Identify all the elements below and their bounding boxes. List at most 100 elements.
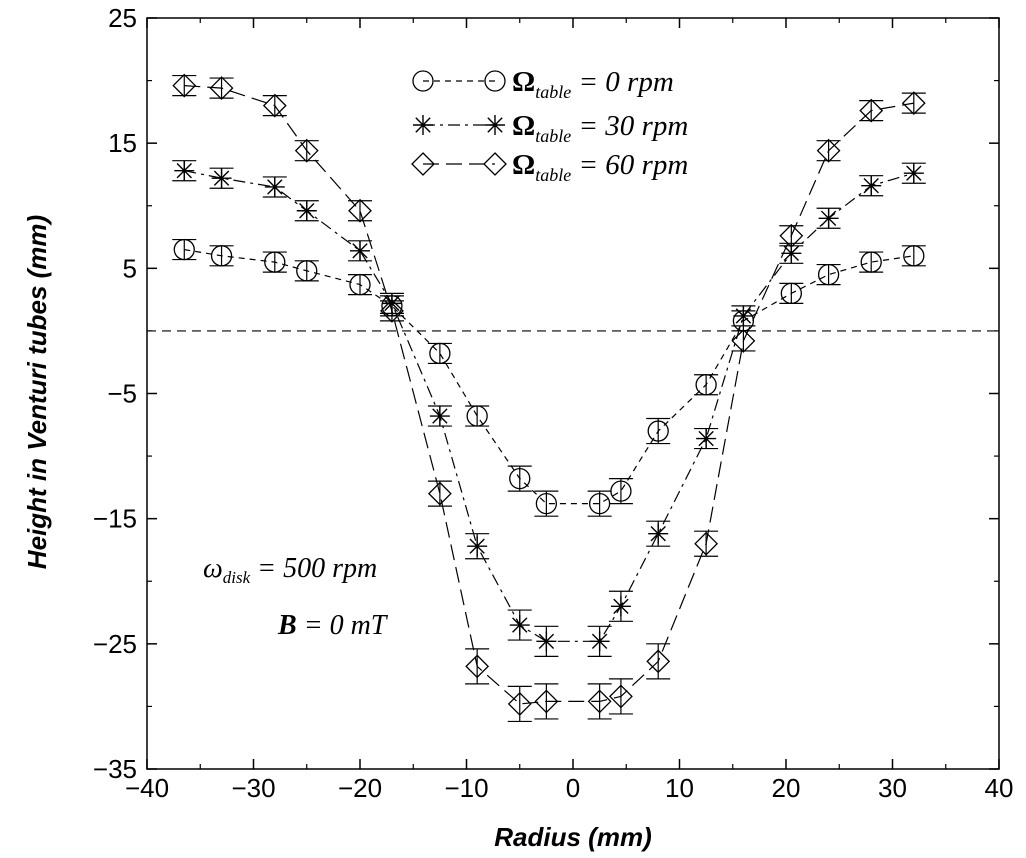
asterisk-marker bbox=[733, 305, 754, 326]
x-tick-label: 0 bbox=[566, 773, 580, 803]
data-point bbox=[731, 329, 756, 353]
diamond-marker bbox=[859, 98, 884, 123]
error-bar bbox=[608, 478, 633, 505]
data-point bbox=[429, 342, 451, 365]
series-circle bbox=[172, 238, 926, 517]
asterisk-marker bbox=[485, 115, 505, 135]
error-bar bbox=[172, 238, 197, 261]
data-point bbox=[507, 691, 532, 716]
data-point bbox=[427, 481, 452, 506]
asterisk-marker bbox=[536, 631, 557, 652]
data-point bbox=[296, 200, 317, 221]
legend-entry: Ωtable = 60 rpm bbox=[411, 149, 688, 185]
diamond-marker bbox=[262, 93, 287, 118]
circle-marker bbox=[860, 251, 882, 273]
data-point bbox=[173, 238, 195, 261]
legend-label: Ωtable = 60 rpm bbox=[512, 149, 688, 185]
asterisk-marker bbox=[509, 615, 530, 636]
y-tick-label: 15 bbox=[108, 128, 137, 158]
legend-omega-symbol: Ω bbox=[512, 110, 535, 142]
error-bar bbox=[348, 273, 372, 296]
data-point bbox=[509, 615, 530, 636]
error-bar bbox=[901, 245, 926, 267]
data-point bbox=[210, 245, 233, 267]
data-point bbox=[172, 73, 197, 98]
data-point bbox=[780, 282, 802, 305]
annotation-disk-subscript: disk bbox=[223, 568, 251, 587]
data-point bbox=[610, 480, 632, 502]
data-point bbox=[262, 93, 287, 118]
annotation-disk-speed: ωdisk = 500 rpm bbox=[203, 553, 377, 587]
data-point bbox=[860, 251, 882, 273]
data-point bbox=[859, 98, 884, 123]
legend-value: = 60 rpm bbox=[571, 149, 688, 181]
diamond-marker bbox=[507, 691, 532, 716]
data-point bbox=[901, 91, 926, 116]
error-bar bbox=[209, 245, 234, 267]
error-bar bbox=[694, 530, 719, 557]
legend-label: Ωtable = 0 rpm bbox=[512, 66, 674, 102]
asterisk-marker bbox=[610, 596, 631, 617]
diamond-marker bbox=[646, 649, 671, 674]
y-tick-label: −25 bbox=[93, 629, 137, 659]
asterisk-marker bbox=[648, 523, 669, 544]
data-point bbox=[781, 243, 802, 264]
data-point bbox=[695, 374, 717, 396]
legend-marker-left bbox=[412, 70, 434, 92]
data-point bbox=[817, 263, 840, 286]
data-point bbox=[536, 631, 557, 652]
data-point bbox=[861, 175, 882, 196]
circle-marker bbox=[695, 374, 717, 396]
asterisk-marker bbox=[264, 176, 285, 197]
error-bar bbox=[779, 282, 804, 304]
data-point bbox=[294, 138, 319, 163]
asterisk-marker bbox=[174, 160, 195, 181]
error-bar bbox=[587, 490, 612, 517]
x-tick-label: 10 bbox=[665, 773, 694, 803]
data-point bbox=[466, 405, 488, 427]
error-bar bbox=[694, 374, 719, 396]
error-bar bbox=[465, 648, 490, 685]
error-bar bbox=[507, 465, 532, 492]
data-point bbox=[349, 273, 371, 296]
data-point bbox=[211, 168, 232, 189]
data-series bbox=[172, 73, 926, 723]
diamond-marker bbox=[348, 198, 372, 223]
diamond-marker bbox=[816, 138, 841, 163]
series-line bbox=[184, 249, 914, 505]
diamond-marker bbox=[779, 223, 804, 248]
data-point bbox=[174, 160, 195, 181]
legend-subscript: table bbox=[535, 165, 571, 185]
x-axis-label: Radius (mm) bbox=[494, 822, 651, 852]
y-axis-label: Height in Venturi tubes (mm) bbox=[22, 215, 52, 569]
error-bar bbox=[209, 77, 234, 99]
legend-value: = 0 rpm bbox=[571, 66, 674, 98]
data-point bbox=[646, 649, 671, 674]
circle-marker bbox=[412, 70, 434, 92]
circle-marker bbox=[466, 405, 488, 427]
diamond-marker bbox=[483, 152, 507, 176]
error-bar bbox=[427, 480, 452, 507]
asterisk-marker bbox=[696, 428, 717, 449]
circle-marker bbox=[535, 492, 558, 515]
annotation: ωdisk = 500 rpm B = 0 mT bbox=[203, 553, 389, 641]
error-bar bbox=[427, 342, 452, 365]
diamond-marker bbox=[294, 138, 319, 163]
diamond-marker bbox=[731, 329, 756, 353]
error-bar bbox=[534, 490, 559, 517]
circle-marker bbox=[173, 238, 195, 261]
asterisk-marker bbox=[211, 168, 232, 189]
error-bar bbox=[294, 140, 319, 162]
legend-marker-left bbox=[411, 152, 435, 176]
asterisk-marker bbox=[589, 631, 610, 652]
legend-marker-right bbox=[483, 152, 507, 176]
asterisk-marker bbox=[467, 536, 488, 557]
asterisk-marker bbox=[429, 406, 450, 427]
x-tick-label: −20 bbox=[338, 773, 382, 803]
data-point bbox=[380, 298, 404, 323]
x-tick-label: 30 bbox=[878, 773, 907, 803]
circle-marker bbox=[484, 70, 506, 92]
diamond-marker bbox=[587, 689, 612, 714]
